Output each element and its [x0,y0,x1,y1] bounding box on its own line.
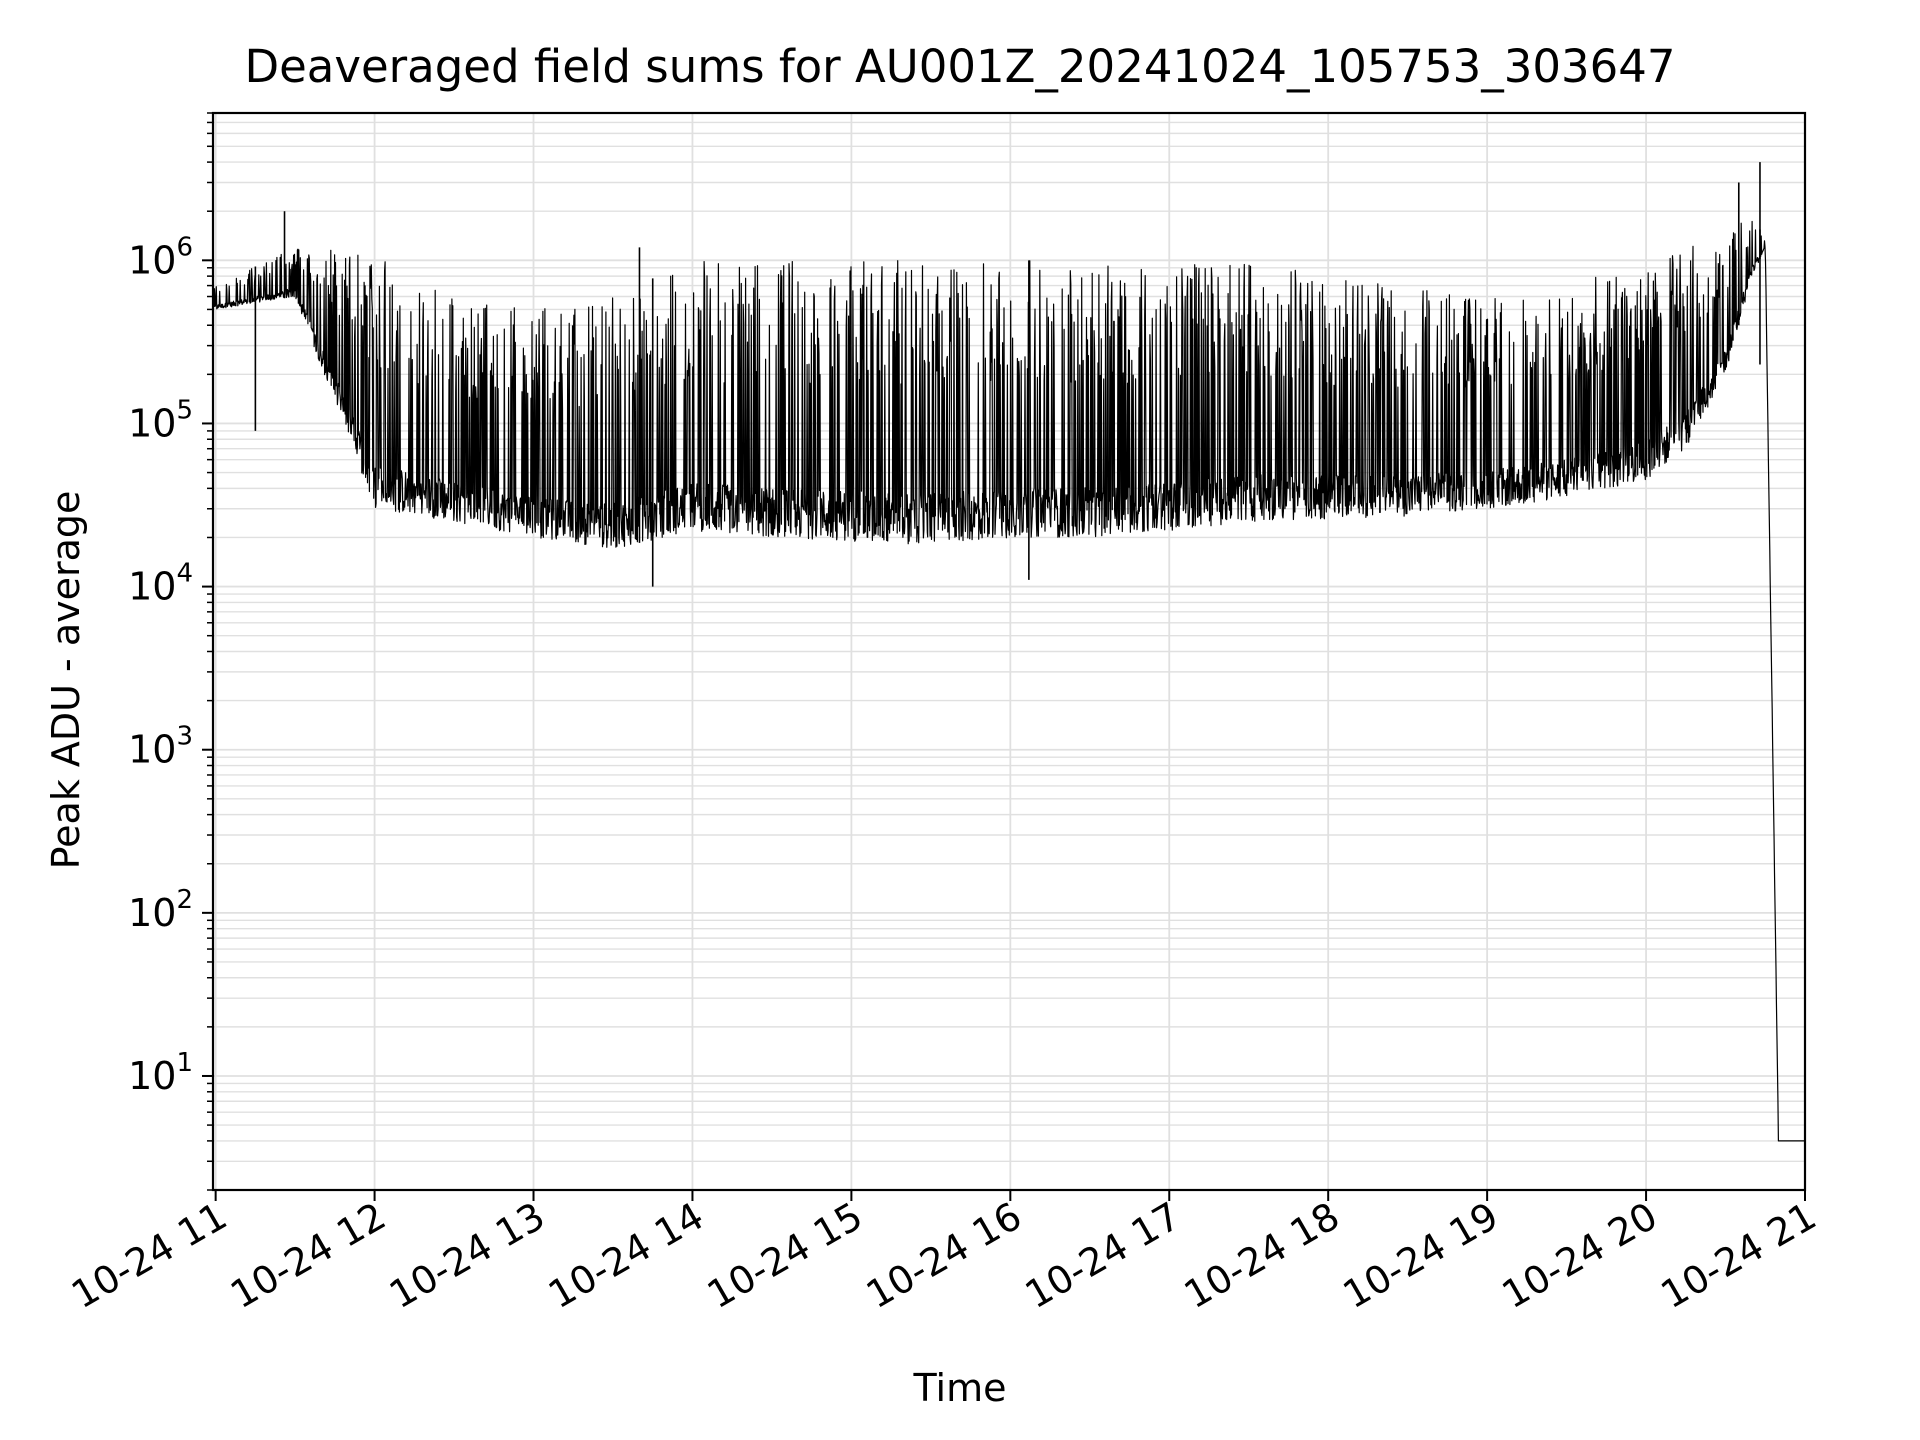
x-tick-label: 10-24 19 [1336,1194,1506,1318]
x-tick-label: 10-24 17 [1018,1194,1188,1318]
y-tick-label: 101 [128,1048,193,1098]
y-axis-label: Peak ADU - average [44,490,88,870]
x-tick-label: 10-24 20 [1495,1194,1665,1318]
series-line [212,220,1805,1142]
data-series [212,162,1805,1142]
y-tick-label: 104 [128,559,193,609]
y-tick-label: 102 [128,885,193,935]
chart-title: Deaveraged field sums for AU001Z_2024102… [244,40,1676,93]
x-tick-label: 10-24 11 [64,1194,234,1318]
y-tick-label: 106 [128,232,193,282]
grid-lines [213,112,1806,1191]
x-tick-label: 10-24 21 [1654,1194,1824,1318]
x-axis-label: Time [913,1366,1007,1410]
x-tick-label: 10-24 12 [223,1194,393,1318]
x-tick-label: 10-24 18 [1177,1194,1347,1318]
x-tick-label: 10-24 14 [541,1194,711,1318]
x-tick-label: 10-24 13 [382,1194,552,1318]
x-tick-label: 10-24 16 [859,1194,1029,1318]
y-tick-label: 103 [128,722,193,772]
y-tick-label: 105 [128,395,193,445]
x-tick-label: 10-24 15 [700,1194,870,1318]
y-axis-ticks: 101 102 103 104 105 106 [128,112,213,1191]
